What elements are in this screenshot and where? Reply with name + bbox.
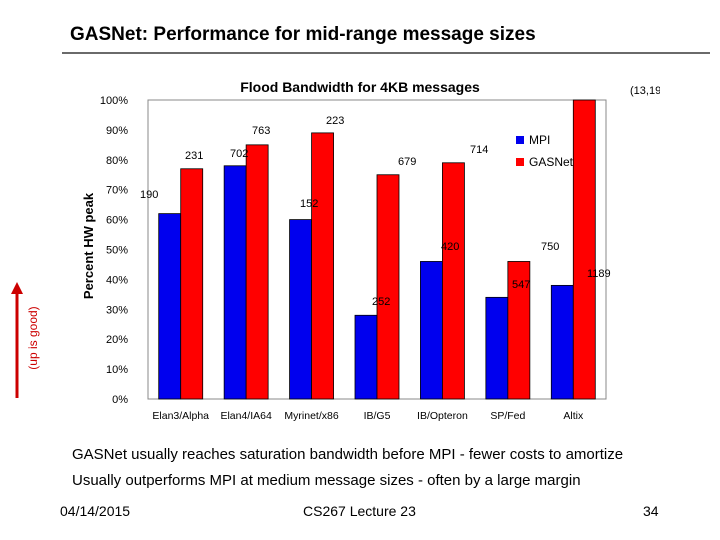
bandwidth-chart: Flood Bandwidth for 4KB messages Percent… [81, 79, 660, 422]
data-label-gasnet: 679 [398, 156, 416, 168]
data-label-mpi: 547 [512, 279, 530, 291]
footer-course: CS267 Lecture 23 [303, 503, 416, 519]
y-tick-label: 90% [106, 125, 128, 137]
data-label-gasnet: 750 [541, 241, 559, 253]
bar-gasnet [376, 174, 400, 400]
data-label-gasnet: 231 [185, 150, 203, 162]
legend-label-mpi: MPI [529, 133, 550, 147]
bar-gasnet [442, 162, 465, 400]
y-axis-label: Percent HW peak [81, 192, 96, 299]
bar-mpi [420, 261, 443, 400]
chart-title: Flood Bandwidth for 4KB messages [240, 79, 480, 95]
bar-mpi [289, 219, 312, 400]
data-label-mpi: 190 [140, 189, 158, 201]
data-label-mpi: 420 [441, 241, 459, 253]
data-label-mpi: 152 [300, 198, 318, 210]
legend-swatch-mpi [516, 136, 524, 144]
bullet-saturation: GASNet usually reaches saturation bandwi… [72, 446, 624, 463]
data-label-gasnet: (13,196) [630, 85, 660, 97]
bar-mpi [158, 213, 182, 400]
slide-title: GASNet: Performance for mid-range messag… [70, 24, 536, 45]
bullet-outperforms: Usually outperforms MPI at medium messag… [72, 472, 581, 489]
x-tick-label: Elan3/Alpha [152, 410, 209, 422]
y-tick-label: 50% [106, 245, 128, 257]
y-tick-label: 40% [106, 274, 128, 286]
data-label-gasnet: 763 [252, 125, 270, 137]
title-divider [62, 52, 710, 54]
y-tick-label: 10% [106, 364, 128, 376]
y-tick-label: 60% [106, 215, 128, 227]
x-tick-label: SP/Fed [490, 410, 525, 422]
legend-swatch-gasnet [516, 158, 524, 166]
y-tick-label: 70% [106, 185, 128, 197]
data-label-mpi: 1189 [587, 268, 611, 280]
y-tick-label: 80% [106, 155, 128, 167]
y-tick-label: 20% [106, 334, 128, 346]
x-tick-label: Altix [563, 410, 584, 422]
bar-mpi [485, 296, 509, 400]
data-label-mpi: 702 [230, 148, 248, 160]
x-tick-label: IB/Opteron [417, 410, 468, 422]
bar-gasnet [245, 144, 269, 400]
data-label-gasnet: 223 [326, 115, 344, 127]
bar-gasnet [180, 168, 204, 400]
up-is-good-note: (up is good) [26, 306, 40, 370]
legend-label-gasnet: GASNet [529, 155, 574, 169]
footer-page-number: 34 [643, 503, 659, 519]
y-tick-label: 0% [112, 394, 128, 406]
bar-mpi [550, 284, 574, 400]
data-label-mpi: 252 [372, 296, 390, 308]
bar-gasnet [507, 261, 531, 400]
y-tick-label: 100% [100, 95, 128, 107]
x-tick-label: IB/G5 [364, 410, 391, 422]
bar-gasnet [311, 132, 334, 400]
data-label-gasnet: 714 [470, 144, 488, 156]
bar-mpi [223, 165, 247, 400]
x-tick-label: Elan4/IA64 [220, 410, 272, 422]
x-tick-label: Myrinet/x86 [284, 410, 338, 422]
bar-gasnet [572, 99, 596, 400]
up-arrow-icon [11, 282, 23, 398]
footer-date: 04/14/2015 [60, 503, 131, 519]
bar-mpi [354, 314, 378, 400]
y-tick-label: 30% [106, 304, 128, 316]
